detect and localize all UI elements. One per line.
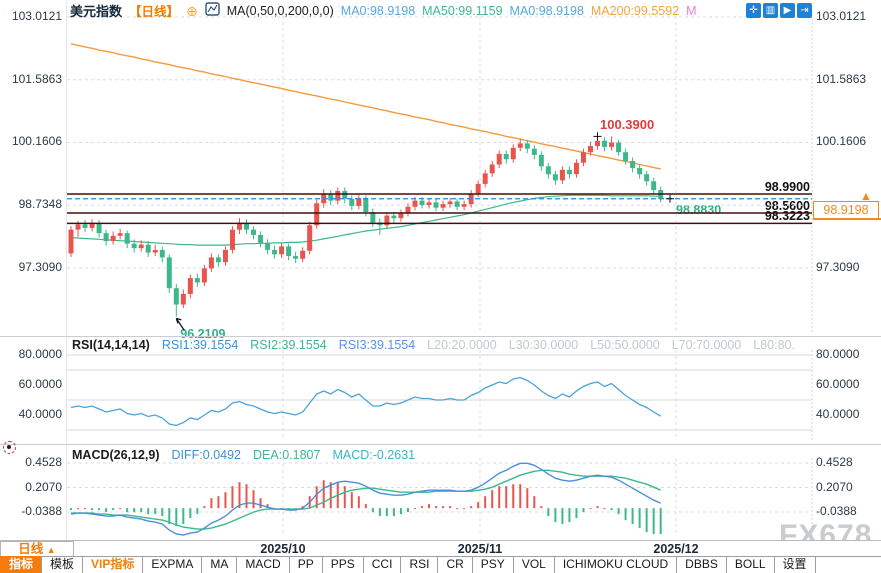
rsi-name: RSI(14,14,14)	[72, 338, 150, 352]
indicator-tabbar: 指标 模板 VIP指标 EXPMA MA MACD PP PPS CCI RSI CR PSY VOL I…	[0, 556, 881, 573]
tab-psy[interactable]: PSY	[471, 556, 514, 573]
tab-vol[interactable]: VOL	[512, 556, 555, 573]
rsi3-value: RSI3:39.1554	[338, 338, 416, 352]
xaxis-row	[0, 540, 881, 558]
plus-circle-icon[interactable]: ⊕	[186, 2, 198, 19]
rsi-l50: L50:50.0000	[590, 338, 660, 352]
tab-cr[interactable]: CR	[437, 556, 473, 573]
macd-value: MACD:-0.2631	[332, 448, 416, 462]
rsi-axis-tick-right: 60.0000	[816, 377, 860, 391]
macd-axis-tick-left: 0.4528	[25, 455, 62, 469]
rsi-l30: L30:30.0000	[508, 338, 579, 352]
chevron-up-icon: ▲	[46, 545, 56, 555]
xaxis-date-label: 2025/10	[260, 542, 306, 556]
tab-ichimoku-cloud[interactable]: ICHIMOKU CLOUD	[553, 556, 678, 573]
tab-设置[interactable]: 设置	[773, 556, 816, 573]
main-axis-tick-left: 100.1606	[11, 134, 62, 149]
macd-axis-tick-left: 0.2070	[25, 479, 62, 494]
tab-rsi[interactable]: RSI	[400, 556, 439, 573]
main-axis-tick-right: 100.1606	[816, 134, 867, 149]
main-legend: 美元指数 【日线】 ⊕ MA(0,50,0,200,0,0) MA0:98.91…	[70, 1, 697, 20]
tab-vip指标[interactable]: VIP指标	[82, 556, 144, 573]
chart-canvas	[67, 10, 813, 536]
tab-指标[interactable]: 指标	[0, 556, 43, 573]
main-axis-tick-right: 97.3090	[816, 260, 860, 274]
exit-chart-icon[interactable]: ⇥	[797, 3, 812, 18]
ma-price-marker-line	[813, 218, 881, 221]
panel-separator-macd	[0, 444, 881, 445]
ma-settings-label: MA(0,50,0,200,0,0)	[226, 3, 334, 18]
period-selector-label: 日线	[18, 542, 44, 556]
level-price-label: 98.9900	[764, 180, 810, 195]
tab-boll[interactable]: BOLL	[725, 556, 775, 573]
rsi2-value: RSI2:39.1554	[250, 338, 327, 352]
macd-axis-tick-right: 0.4528	[816, 455, 853, 469]
low-annotation: 96.2109	[180, 327, 226, 342]
main-axis-tick-right: 101.5863	[816, 71, 867, 86]
ma50-value: MA50:99.1159	[422, 3, 503, 18]
macd-diff-value: DIFF:0.0492	[171, 448, 242, 462]
rsi-axis-tick-left: 40.0000	[18, 407, 62, 421]
macd-axis-tick-right: -0.0388	[816, 504, 857, 518]
panel-separator-rsi	[0, 336, 881, 337]
m-indicator-label: M	[686, 3, 697, 18]
macd-axis-tick-left: -0.0388	[21, 504, 62, 518]
rsi-l20: L20:20.0000	[427, 338, 497, 352]
tab-expma[interactable]: EXPMA	[142, 556, 203, 573]
move-chart-icon[interactable]: ✛	[746, 3, 761, 18]
tab-cci[interactable]: CCI	[362, 556, 402, 573]
tab-模板[interactable]: 模板	[41, 556, 84, 573]
main-axis-tick-left: 101.5863	[11, 71, 62, 86]
main-axis-tick-right: 103.0121	[816, 9, 867, 23]
rsi-axis-tick-right: 40.0000	[816, 407, 860, 421]
rsi-axis-tick-left: 80.0000	[18, 347, 62, 361]
tab-macd[interactable]: MACD	[236, 556, 290, 573]
left-axis-border	[66, 0, 67, 540]
xaxis-date-label: 2025/11	[457, 542, 503, 556]
cursor-mode-icon[interactable]: ▶	[780, 3, 795, 18]
rsi-axis-tick-right: 80.0000	[816, 347, 860, 361]
ma0-value-b: MA0:98.9198	[509, 3, 584, 18]
symbol-name: 美元指数	[70, 4, 123, 19]
rsi1-value: RSI1:39.1554	[161, 338, 239, 352]
axis-scale-icon[interactable]: ▥	[763, 3, 778, 18]
rsi-axis-tick-left: 60.0000	[18, 377, 62, 391]
ma0-value-a: MA0:98.9198	[340, 3, 416, 18]
chart-toolbar: ✛ ▥ ▶ ⇥	[746, 3, 812, 18]
level-price-label: 98.5600	[764, 198, 810, 213]
ma200-value: MA200:99.5592	[590, 3, 680, 18]
tab-ma[interactable]: MA	[201, 556, 238, 573]
macd-name: MACD(26,12,9)	[72, 448, 160, 462]
macd-header: MACD(26,12,9) DIFF:0.0492 DEA:0.1807 MAC…	[72, 448, 415, 462]
macd-axis-tick-right: 0.2070	[816, 479, 853, 494]
xaxis-date-label: 2025/12	[653, 542, 699, 556]
tab-pp[interactable]: PP	[288, 556, 323, 573]
rsi-l70: L70:70.0000	[671, 338, 742, 352]
main-axis-tick-left: 97.3090	[18, 260, 62, 274]
arrow-up-icon: ▲	[860, 189, 872, 204]
main-axis-tick-left: 103.0121	[11, 9, 62, 23]
rsi-l80: L80:80.	[753, 338, 795, 352]
high-annotation: 100.3900	[600, 117, 655, 133]
rsi-header: RSI(14,14,14) RSI1:39.1554 RSI2:39.1554 …	[72, 338, 795, 352]
ma-price-marker: 98.9198	[813, 201, 879, 220]
macd-dea-value: DEA:0.1807	[253, 448, 321, 462]
period-label: 【日线】	[129, 5, 180, 19]
line-chart-icon[interactable]	[205, 2, 220, 19]
tab-dbbs[interactable]: DBBS	[676, 556, 727, 573]
main-axis-tick-left: 98.7348	[18, 197, 62, 212]
tab-pps[interactable]: PPS	[321, 556, 364, 573]
hot-indicator-icon[interactable]	[3, 441, 16, 454]
